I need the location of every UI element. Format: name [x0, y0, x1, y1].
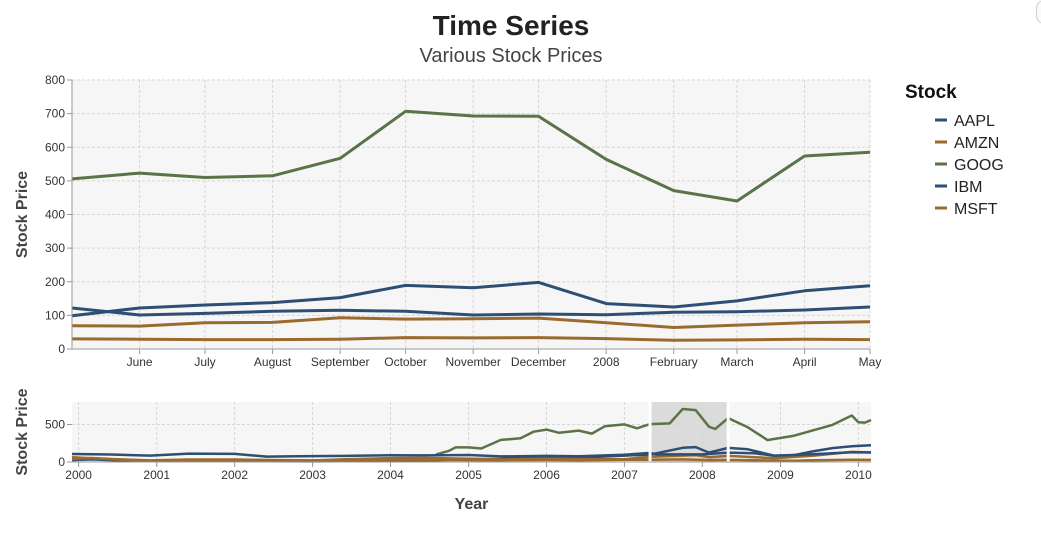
legend-label-amzn: AMZN — [954, 135, 999, 152]
focus-gridlines — [72, 79, 871, 350]
context-series-lines — [71, 407, 872, 463]
y-tick-label: 400 — [45, 208, 65, 222]
x-tick-label: November — [446, 355, 501, 369]
y-tick-label: 0 — [58, 455, 65, 469]
series-line-msft — [71, 456, 872, 463]
context-x-axis-title: Year — [455, 496, 489, 513]
series-line-goog — [435, 407, 872, 456]
y-tick-label: 100 — [45, 308, 65, 322]
y-tick-label: 500 — [45, 174, 65, 188]
brush-handles[interactable] — [648, 402, 730, 462]
x-tick-label: 2008 — [593, 355, 620, 369]
series-line-ibm — [71, 451, 872, 458]
legend-label-goog: GOOG — [954, 157, 1004, 174]
chart-title: Time Series — [433, 10, 590, 41]
focus-series-lines — [71, 109, 871, 342]
y-tick-label: 200 — [45, 275, 65, 289]
x-tick-label: 2009 — [767, 468, 794, 482]
series-line-aapl — [71, 280, 871, 318]
x-tick-label: 2006 — [533, 468, 560, 482]
x-tick-label: 2003 — [299, 468, 326, 482]
focus-y-axis: 0 100 200 300 400 500 600 700 800 — [45, 73, 73, 356]
context-y-axis: 0 500 — [45, 418, 72, 469]
legend-label-aapl: AAPL — [954, 113, 995, 130]
y-tick-label: 0 — [58, 342, 65, 356]
legend-label-msft: MSFT — [954, 201, 998, 218]
x-tick-label: March — [720, 355, 753, 369]
x-tick-label: 2008 — [689, 468, 716, 482]
legend: Stock AAPL AMZN GOOG IBM MSFT — [905, 82, 1004, 218]
context-x-axis: 2000 2001 2002 2003 2004 2005 2006 2007 2008 2009… — [65, 461, 872, 482]
series-line-msft — [71, 336, 871, 342]
y-tick-label: 300 — [45, 241, 65, 255]
focus-x-axis: June July August September October November De… — [72, 348, 882, 369]
y-tick-label: 600 — [45, 140, 65, 154]
legend-label-ibm: IBM — [954, 179, 982, 196]
y-tick-label: 500 — [45, 418, 65, 432]
series-line-amzn — [71, 316, 871, 329]
x-tick-label: 2005 — [455, 468, 482, 482]
y-tick-label: 800 — [45, 73, 65, 87]
x-tick-label: 2010 — [845, 468, 872, 482]
chart-menu-button[interactable] — [1036, 0, 1041, 24]
legend-items: AAPL AMZN GOOG IBM MSFT — [935, 113, 1004, 218]
x-tick-label: 2000 — [65, 468, 92, 482]
x-tick-label: May — [859, 355, 882, 369]
series-line-ibm — [71, 305, 871, 317]
x-tick-label: 2002 — [221, 468, 248, 482]
focus-plot-area — [72, 80, 870, 349]
context-y-axis-title: Stock Price — [14, 388, 31, 475]
legend-title: Stock — [905, 82, 957, 103]
x-tick-label: September — [311, 355, 370, 369]
focus-panel: June July August September October November De… — [14, 73, 881, 369]
focus-y-axis-title: Stock Price — [14, 171, 31, 258]
x-tick-label: April — [793, 355, 817, 369]
x-tick-label: October — [384, 355, 427, 369]
chart-subtitle: Various Stock Prices — [419, 45, 602, 67]
x-tick-label: February — [650, 355, 698, 369]
context-panel[interactable]: 2000 2001 2002 2003 2004 2005 2006 2007 2008 2009… — [14, 388, 872, 513]
y-tick-label: 700 — [45, 107, 65, 121]
series-line-goog — [71, 109, 871, 203]
x-tick-label: July — [194, 355, 215, 369]
x-tick-label: 2004 — [377, 468, 404, 482]
x-tick-label: December — [511, 355, 566, 369]
x-tick-label: 2001 — [143, 468, 170, 482]
x-tick-label: August — [254, 355, 292, 369]
x-tick-label: 2007 — [611, 468, 638, 482]
x-tick-label: June — [127, 355, 153, 369]
